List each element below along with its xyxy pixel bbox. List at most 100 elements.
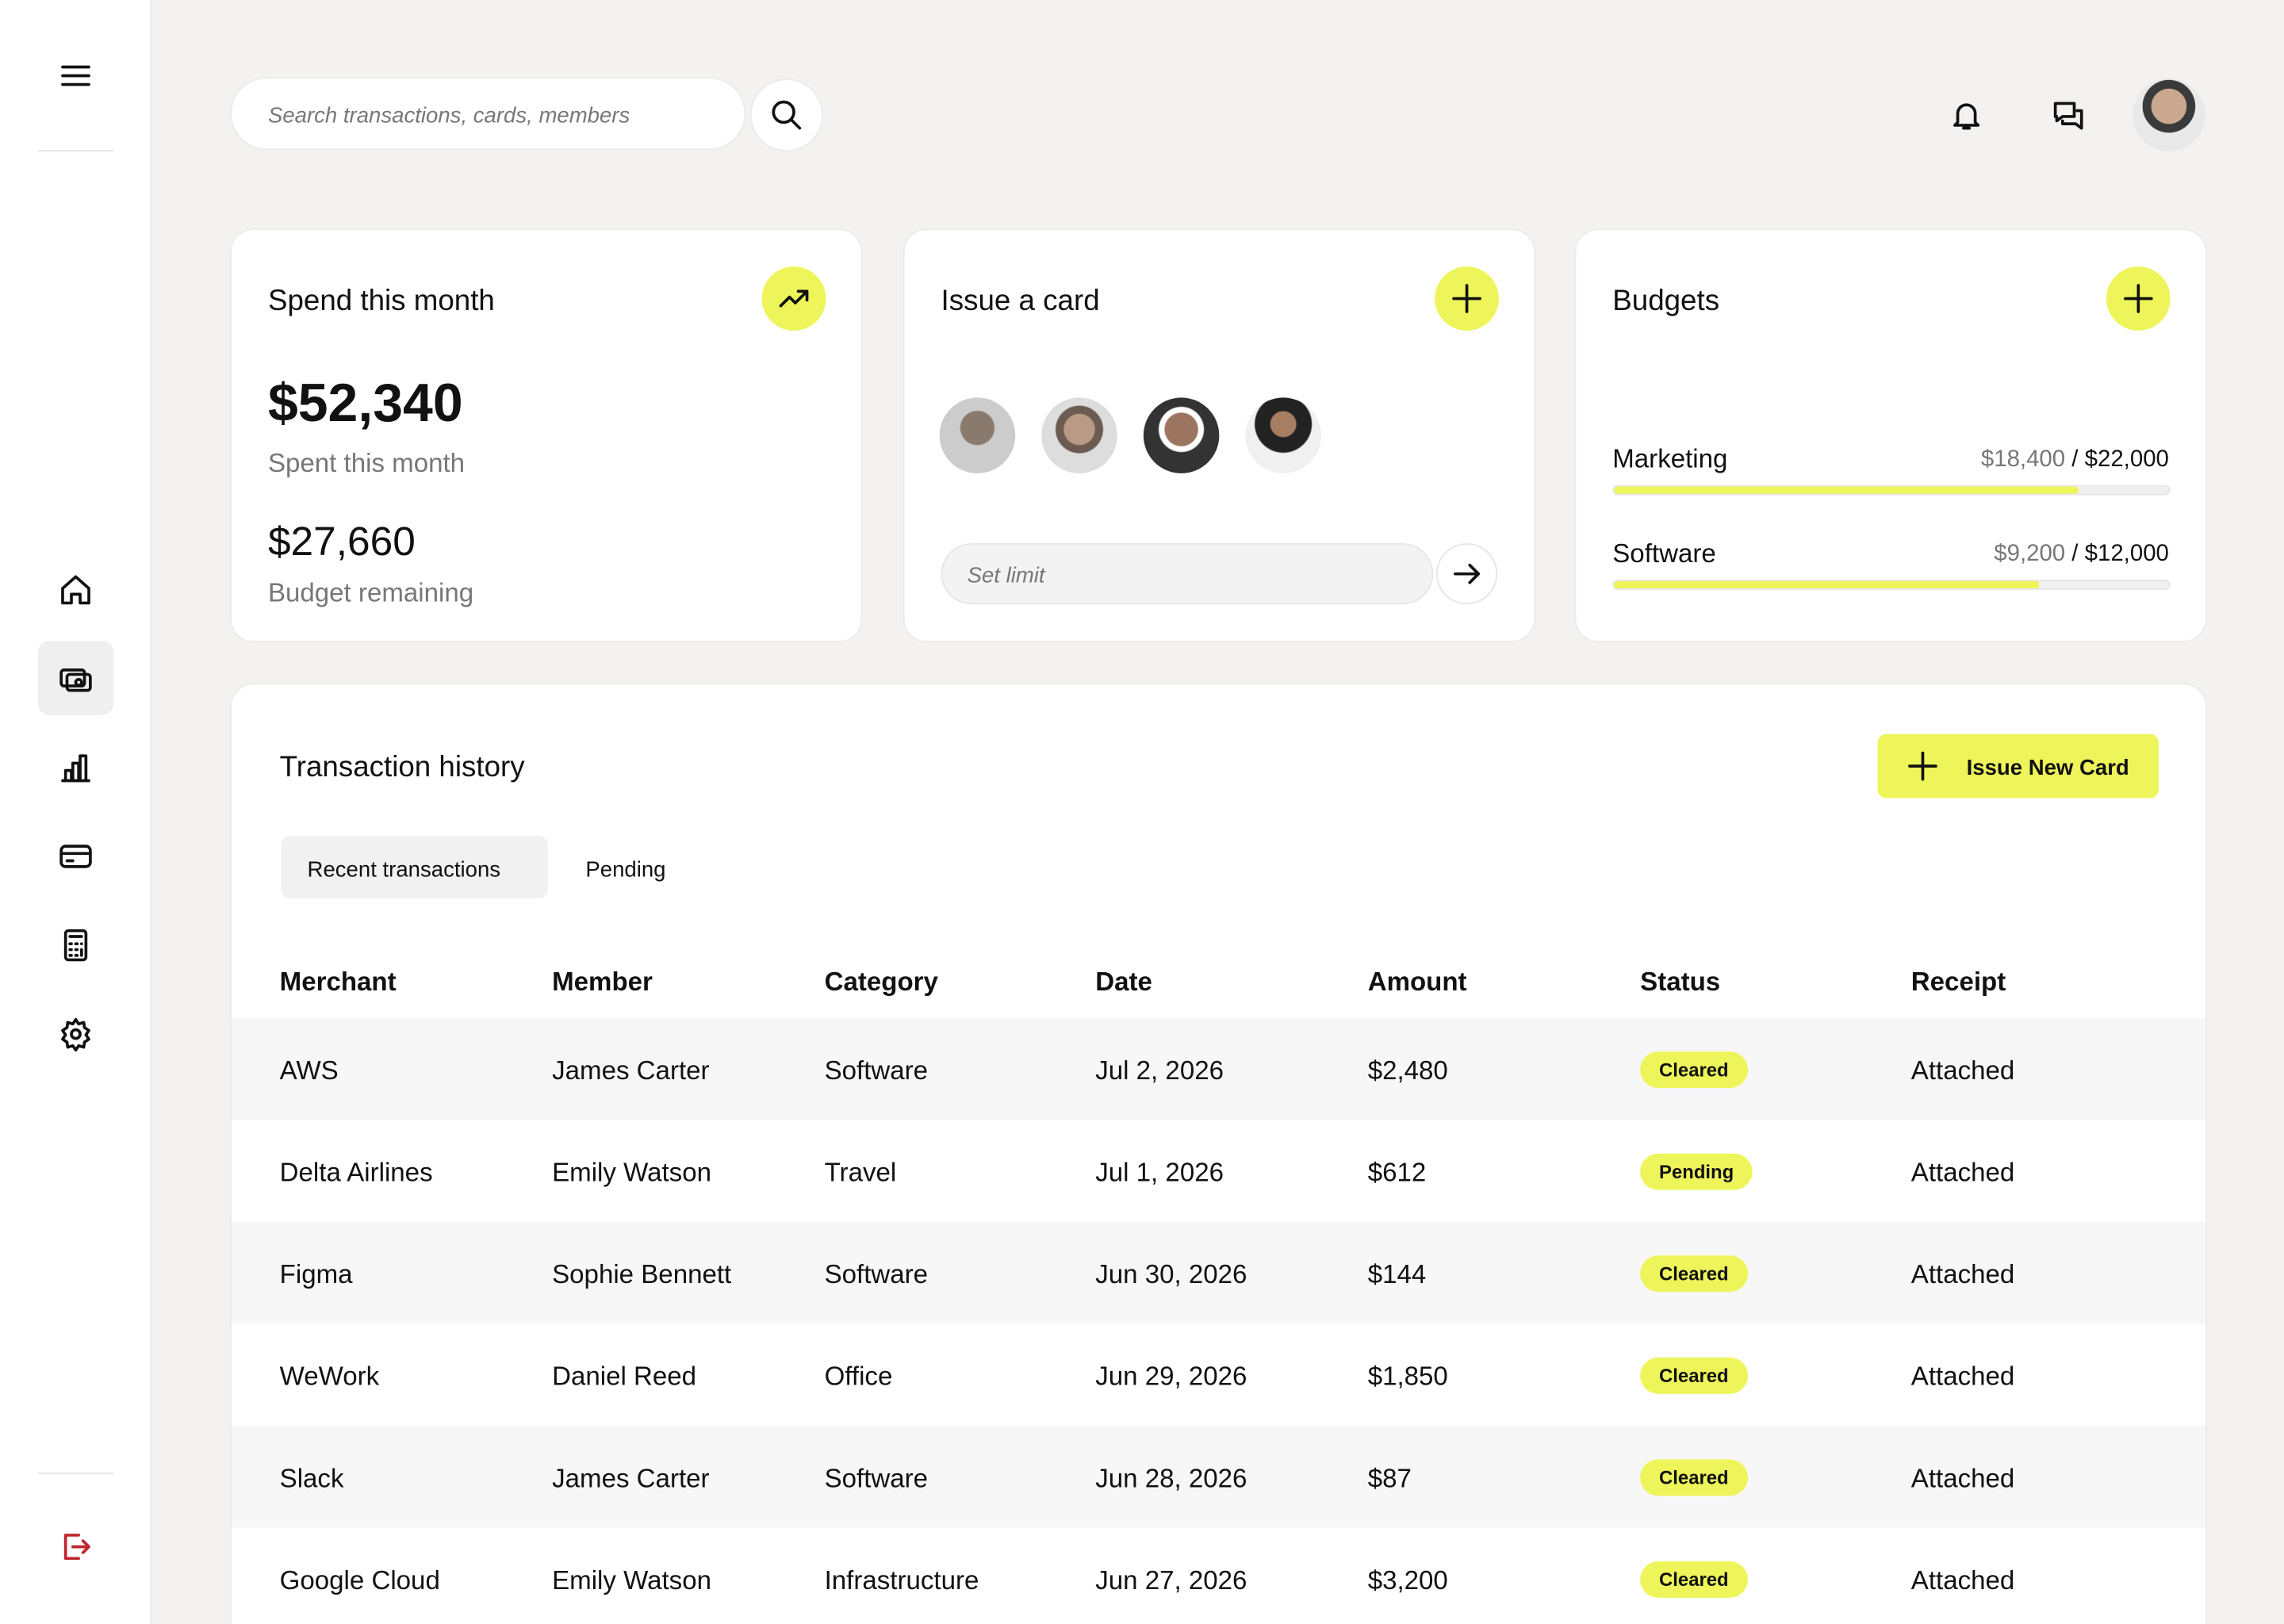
status-badge: Cleared bbox=[1640, 1561, 1748, 1598]
table-cell: Attached bbox=[1910, 1055, 2015, 1086]
member-avatar[interactable] bbox=[1143, 397, 1220, 473]
tab-label: Pending bbox=[585, 857, 666, 883]
issue-card: Issue a card Set limit bbox=[902, 228, 1535, 642]
table-cell: Jun 28, 2026 bbox=[1095, 1463, 1247, 1493]
table-cell: Office bbox=[824, 1362, 893, 1392]
transactions-card: Transaction history Issue New Card Recen… bbox=[230, 683, 2207, 1624]
submit-button[interactable] bbox=[1436, 543, 1498, 605]
arrow-icon bbox=[1454, 563, 1481, 584]
search-input[interactable]: Search transactions, cards, members bbox=[230, 77, 746, 151]
table-cell: WeWork bbox=[279, 1362, 380, 1392]
table-cell: Software bbox=[824, 1463, 929, 1493]
budget-name: Marketing bbox=[1612, 444, 1728, 473]
card-title: Issue a card bbox=[941, 285, 1100, 318]
limit-input[interactable]: Set limit bbox=[941, 543, 1434, 605]
table-cell: $1,850 bbox=[1367, 1362, 1448, 1392]
table-cell: Daniel Reed bbox=[552, 1362, 697, 1392]
spend-caption: Spent this month bbox=[267, 448, 466, 478]
active-nav bbox=[37, 641, 114, 715]
budget-bar bbox=[1614, 486, 2079, 494]
table-cell: Attached bbox=[1910, 1158, 2015, 1187]
table-cell: Emily Watson bbox=[552, 1565, 711, 1595]
column-header: Receipt bbox=[1910, 967, 2006, 997]
table-cell: Sophie Bennett bbox=[552, 1259, 732, 1289]
member-avatar[interactable] bbox=[939, 397, 1016, 473]
member-avatar[interactable] bbox=[1041, 397, 1117, 473]
tab[interactable]: Pending bbox=[559, 836, 705, 898]
budget-name: Software bbox=[1612, 538, 1716, 569]
button-label: Issue New Card bbox=[1966, 756, 2129, 781]
search-button[interactable] bbox=[749, 79, 823, 152]
table-cell: Jul 2, 2026 bbox=[1095, 1055, 1224, 1086]
status-badge: Cleared bbox=[1640, 1051, 1748, 1089]
member-avatar[interactable] bbox=[1245, 397, 1321, 473]
bell-icon[interactable] bbox=[1949, 98, 1984, 132]
budget-bar bbox=[1614, 580, 2040, 589]
table-row: WeWork Daniel Reed Office Jun 29, 2026 $1,85… bbox=[232, 1323, 2205, 1427]
table-row: Figma Sophie Bennett Software Jun 30, 2026 $… bbox=[232, 1222, 2205, 1324]
divider bbox=[37, 150, 114, 152]
budget-track bbox=[1612, 485, 2171, 496]
table-cell: Jun 27, 2026 bbox=[1095, 1565, 1247, 1595]
column-header: Date bbox=[1095, 967, 1152, 997]
plus-icon bbox=[2123, 284, 2153, 313]
column-header: Member bbox=[552, 967, 653, 997]
table-cell: Google Cloud bbox=[279, 1565, 440, 1595]
column-header: Amount bbox=[1367, 967, 1467, 997]
table-cell: Travel bbox=[824, 1158, 897, 1187]
budget-track bbox=[1612, 580, 2171, 590]
table-cell: AWS bbox=[279, 1055, 339, 1086]
table-cell: Software bbox=[824, 1055, 929, 1086]
table-row: Delta Airlines Emily Watson Travel Jul 1, 2… bbox=[232, 1120, 2205, 1223]
budget-amounts: $9,200 / $12,000 bbox=[1994, 542, 2169, 568]
menu-icon[interactable] bbox=[58, 58, 93, 93]
table-cell: Software bbox=[824, 1259, 929, 1289]
status-badge: Cleared bbox=[1640, 1357, 1748, 1394]
add-button[interactable] bbox=[2106, 266, 2171, 331]
plus-icon bbox=[1452, 284, 1481, 313]
user-avatar[interactable] bbox=[2132, 79, 2205, 152]
table-cell: Emily Watson bbox=[552, 1158, 711, 1187]
remaining-amount: $27,660 bbox=[267, 518, 416, 564]
table-cell: $612 bbox=[1367, 1158, 1427, 1187]
table-row: Slack James Carter Software Jun 28, 2026 $87… bbox=[232, 1426, 2205, 1528]
column-header: Merchant bbox=[279, 967, 397, 997]
table-cell: James Carter bbox=[552, 1055, 710, 1086]
budget-limit: $12,000 bbox=[2084, 542, 2169, 567]
issue-new-card-button[interactable]: Issue New Card bbox=[1877, 733, 2159, 799]
calculator-icon[interactable] bbox=[58, 928, 93, 963]
table-cell: Attached bbox=[1910, 1565, 2015, 1595]
table-row: Google Cloud Emily Watson Infrastructure Ju… bbox=[232, 1527, 2205, 1624]
table-cell: $2,480 bbox=[1367, 1055, 1448, 1086]
table-cell: James Carter bbox=[552, 1463, 710, 1493]
status-badge: Cleared bbox=[1640, 1459, 1748, 1496]
budgets-card: Budgets Marketing $18,400 / $22,000 Softwa… bbox=[1574, 228, 2207, 642]
column-header: Status bbox=[1640, 967, 1721, 997]
chat-icon[interactable] bbox=[2051, 98, 2086, 132]
separator: / bbox=[2065, 542, 2085, 567]
table-cell: Jul 1, 2026 bbox=[1095, 1158, 1224, 1187]
table-cell: Attached bbox=[1910, 1362, 2015, 1392]
table-cell: Attached bbox=[1910, 1463, 2015, 1493]
logout-icon[interactable] bbox=[58, 1530, 93, 1565]
tab-label: Recent transactions bbox=[307, 857, 501, 883]
trend-button[interactable] bbox=[761, 266, 826, 331]
cards-icon[interactable] bbox=[58, 661, 93, 696]
spend-amount: $52,340 bbox=[267, 373, 463, 433]
table-cell: $3,200 bbox=[1367, 1565, 1448, 1595]
table-cell: Slack bbox=[279, 1463, 344, 1493]
settings-icon[interactable] bbox=[58, 1017, 93, 1052]
credit-card-icon[interactable] bbox=[58, 839, 93, 874]
add-button[interactable] bbox=[1435, 266, 1499, 331]
budget-spent: $9,200 bbox=[1994, 542, 2066, 567]
status-badge: Pending bbox=[1640, 1153, 1753, 1190]
search-icon bbox=[772, 100, 802, 130]
analytics-icon[interactable] bbox=[58, 750, 93, 785]
separator: / bbox=[2065, 446, 2085, 473]
tab-active[interactable]: Recent transactions bbox=[281, 836, 548, 899]
table-cell: Infrastructure bbox=[824, 1565, 979, 1595]
budget-spent: $18,400 bbox=[1980, 446, 2066, 473]
table-cell: Delta Airlines bbox=[279, 1158, 433, 1187]
home-icon[interactable] bbox=[58, 573, 93, 607]
